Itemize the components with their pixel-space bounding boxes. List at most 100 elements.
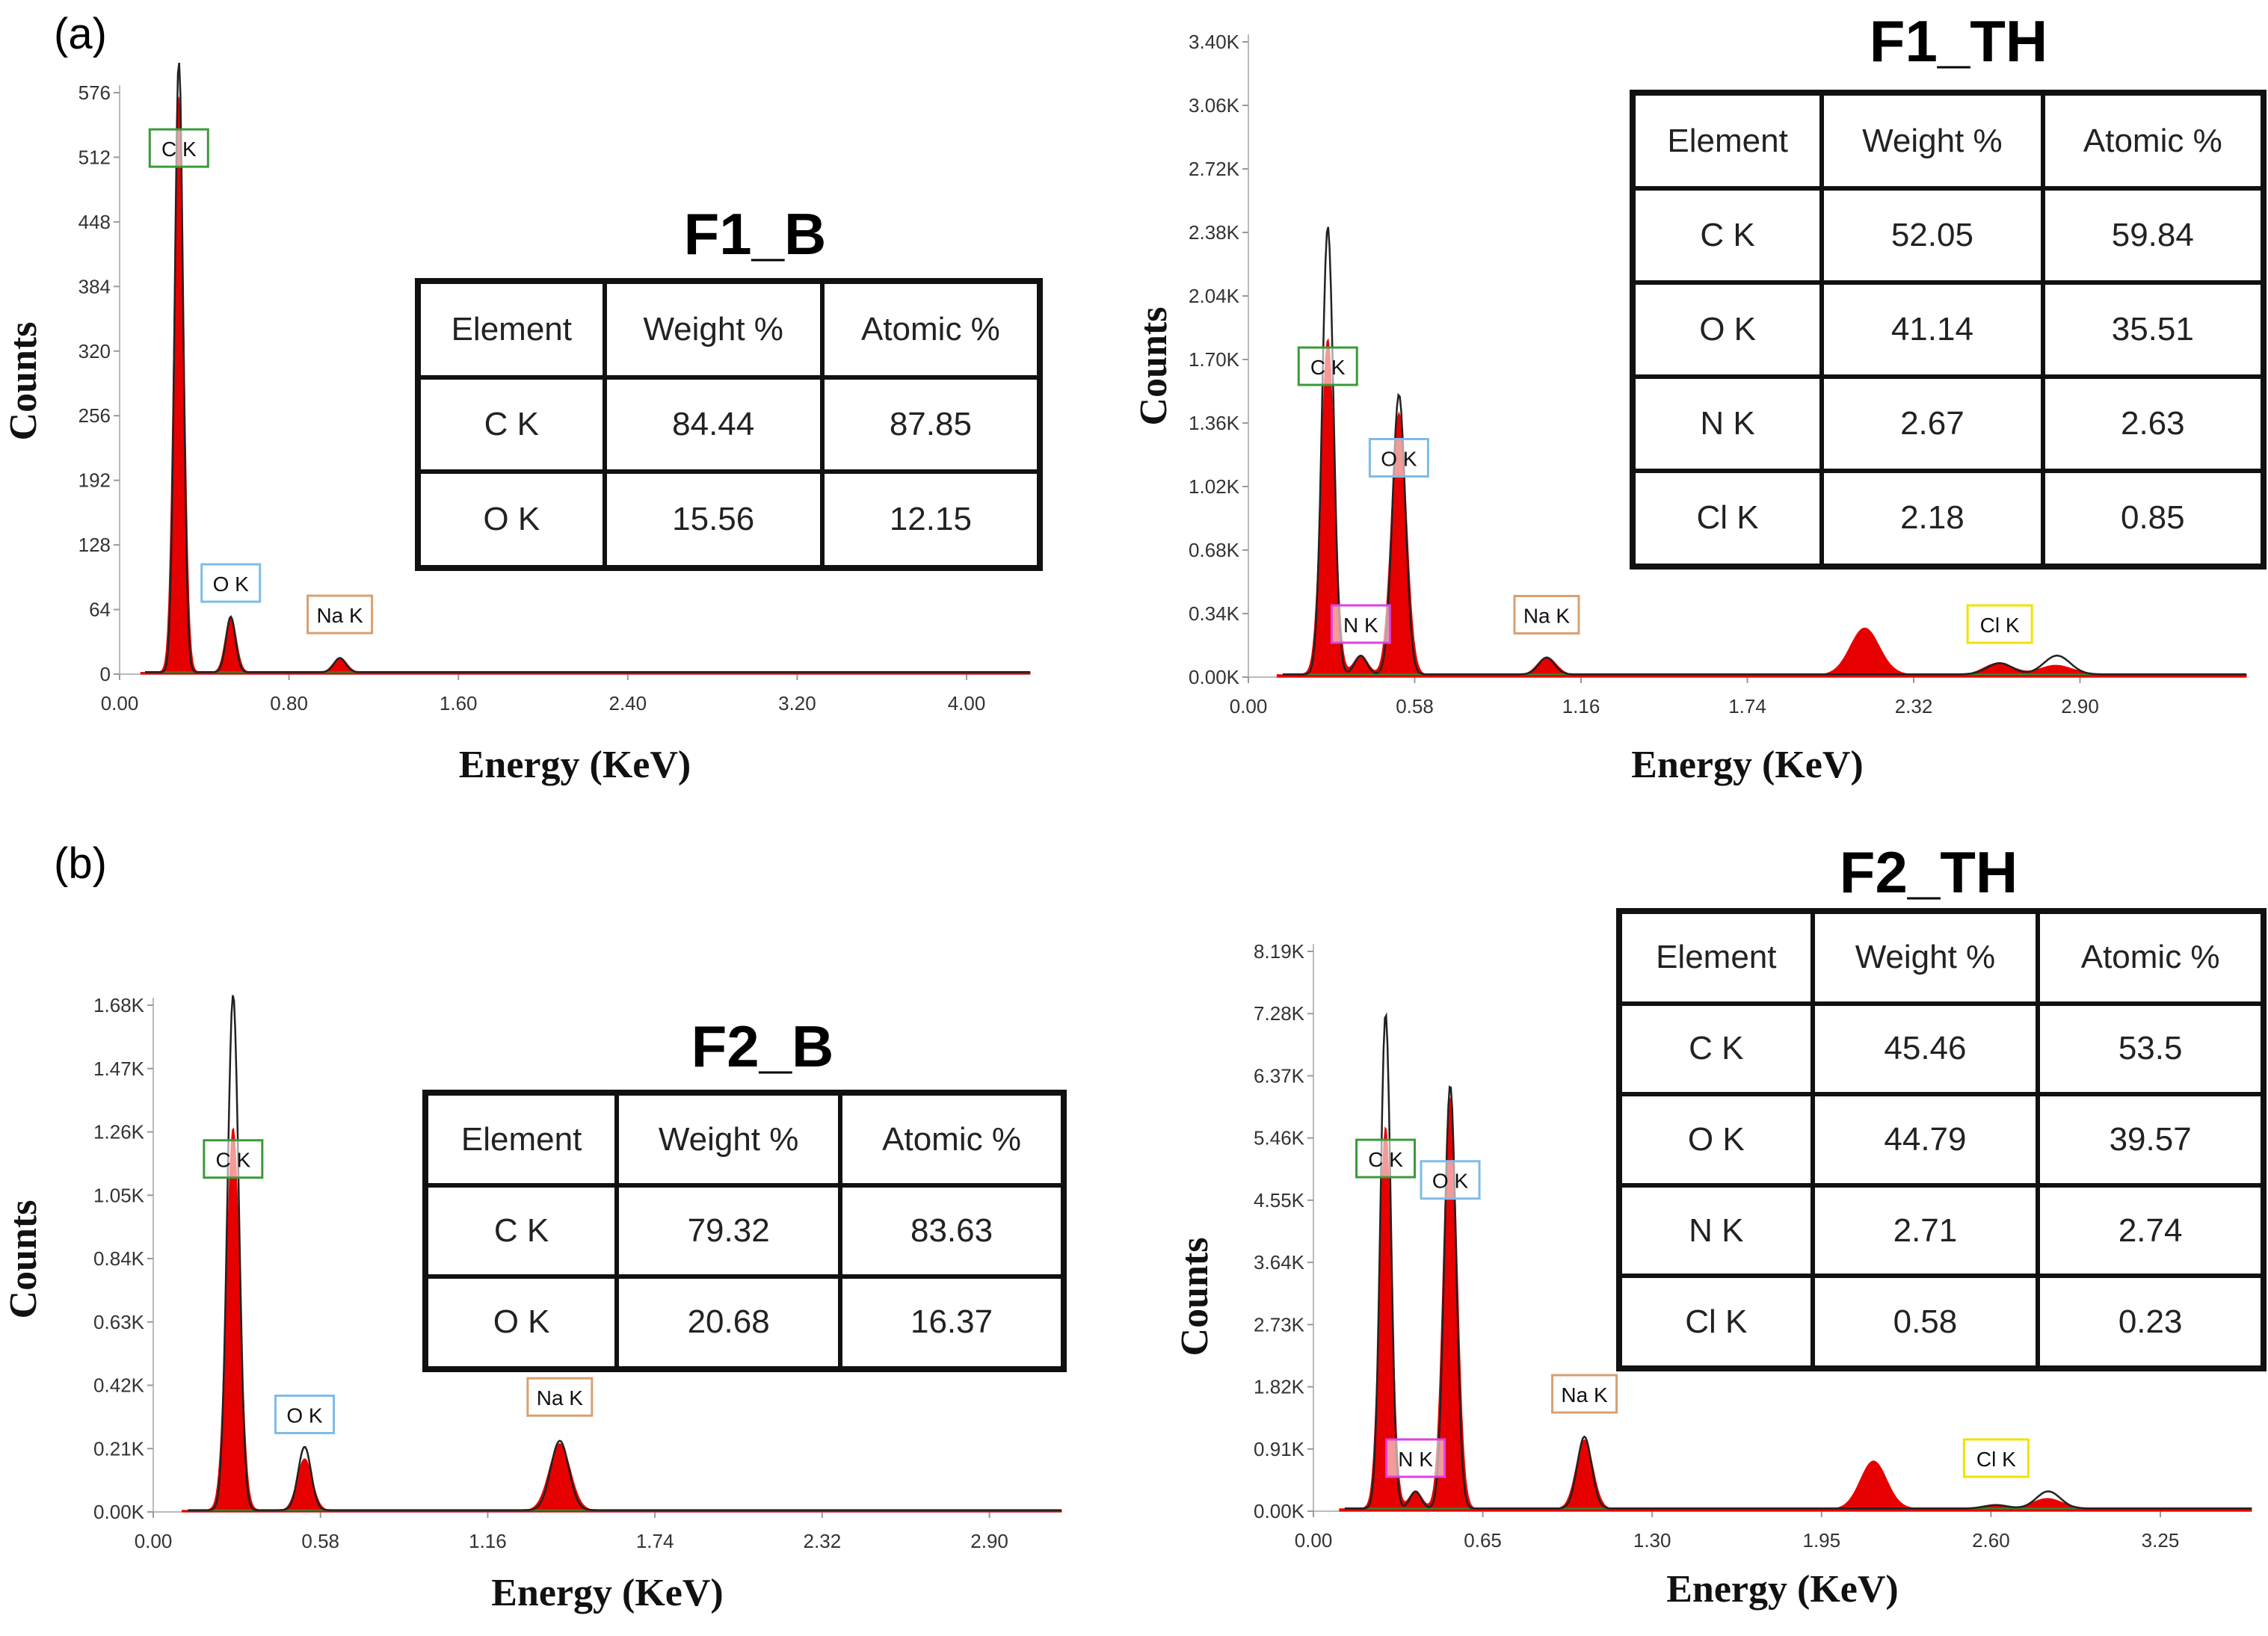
- panel-label-a: (a): [54, 10, 107, 58]
- x-tick-label: 0.00: [135, 1530, 173, 1552]
- composition-table-f2th: Element Weight % Atomic % C K 45.46 53.5 O K 44…: [1616, 908, 2267, 1371]
- y-tick-label: 1.05K: [93, 1184, 145, 1206]
- table-cell: 2.63: [2040, 374, 2267, 473]
- table-cell: 59.84: [2040, 186, 2267, 285]
- peak-label-text: C K: [1368, 1148, 1403, 1171]
- table-cell: 15.56: [602, 469, 825, 570]
- table-cell: 0.23: [2036, 1274, 2266, 1371]
- peak-label-box: [148, 128, 209, 168]
- peak-label-text: Na K: [316, 604, 363, 627]
- y-tick-label: 576: [78, 81, 111, 104]
- chart-f2b: 0.00K 0.21K 0.42K 0.63K 0.84K 1.05K 1.26K 1.47K…: [2, 994, 1062, 1614]
- x-tick-label: 2.60: [1972, 1529, 2010, 1552]
- table-cell: 0.85: [2040, 468, 2267, 569]
- table-row: Cl K 0.58 0.23: [1617, 1274, 2266, 1371]
- x-tick-label: 0.58: [301, 1530, 339, 1552]
- y-tick-label: 1.82K: [1254, 1376, 1305, 1398]
- y-tick-label: 3.06K: [1189, 94, 1240, 117]
- x-tick-label: 1.16: [469, 1530, 507, 1552]
- x-axis-title: Energy (KeV): [1666, 1568, 1898, 1611]
- y-tick-label: 6.37K: [1254, 1064, 1305, 1087]
- table-cell: Cl K: [1630, 468, 1825, 569]
- y-tick-label: 7.28K: [1254, 1002, 1305, 1025]
- peak-label-na: Na K: [306, 594, 374, 635]
- panel-label-b: (b): [54, 839, 107, 888]
- y-tick-label: 1.70K: [1189, 348, 1240, 371]
- peak-label-n: N K: [1385, 1438, 1446, 1478]
- table-cell: 20.68: [614, 1274, 843, 1372]
- table-header-cell: Weight %: [1810, 909, 2041, 1006]
- peak-label-box: [1551, 1374, 1618, 1414]
- peak-label-box: [200, 563, 262, 603]
- peak-label-o: O K: [200, 563, 262, 603]
- peak-label-text: Na K: [537, 1386, 584, 1410]
- table-header-cell: Atomic %: [2040, 90, 2267, 191]
- table-row: N K 2.67 2.63: [1630, 374, 2267, 473]
- y-tick-label: 1.36K: [1189, 412, 1240, 434]
- x-tick-label: 0.00: [1230, 695, 1268, 717]
- y-axis-title: Counts: [1174, 1238, 1216, 1356]
- peak-label-box: [203, 1139, 264, 1179]
- table-header-row: Element Weight % Atomic %: [1630, 90, 2267, 191]
- table-cell: O K: [1630, 280, 1825, 379]
- table-cell: 2.18: [1819, 468, 2045, 569]
- y-tick-label: 384: [78, 275, 111, 297]
- table-row: O K 44.79 39.57: [1617, 1092, 2266, 1188]
- peak-label-text: N K: [1343, 614, 1378, 637]
- y-tick-label: 0.00K: [93, 1501, 145, 1523]
- peak-label-text: O K: [213, 572, 250, 596]
- table-cell: 45.46: [1810, 1001, 2041, 1097]
- chart-f2th: 0.00K 0.91K 1.82K 2.73K 3.64K 4.55K 5.46K 6.37K…: [1174, 940, 2252, 1611]
- x-axis-title: Energy (KeV): [1631, 744, 1863, 786]
- peak-label-text: O K: [1432, 1170, 1469, 1193]
- x-tick-label: 1.74: [636, 1530, 674, 1552]
- table-cell: Cl K: [1617, 1274, 1815, 1371]
- table-header-row: Element Weight % Atomic %: [422, 1090, 1066, 1188]
- x-tick-label: 0.00: [1295, 1529, 1333, 1552]
- y-tick-label: 0: [100, 663, 111, 685]
- peak-label-c: C K: [1297, 346, 1358, 386]
- table-header-cell: Weight %: [602, 279, 825, 380]
- chart-f1th: 0.00K 0.34K 0.68K 1.02K 1.36K 1.70K 2.04K 2.38K…: [1134, 31, 2247, 786]
- y-tick-label: 0.63K: [93, 1311, 145, 1333]
- table-cell: 52.05: [1819, 186, 2045, 285]
- y-tick-label: 5.46K: [1254, 1127, 1305, 1149]
- y-tick-label: 0.42K: [93, 1374, 145, 1397]
- y-tick-label: 512: [78, 146, 111, 168]
- y-tick-label: 0.00K: [1254, 1500, 1305, 1522]
- chart-title-f2th: F2_TH: [1839, 839, 2018, 905]
- peak-label-o: O K: [1368, 438, 1429, 478]
- peak-label-box: [1420, 1160, 1481, 1200]
- x-tick-label: 2.90: [970, 1530, 1008, 1552]
- table-cell: 83.63: [838, 1183, 1066, 1279]
- table-header-row: Element Weight % Atomic %: [1617, 909, 2266, 1006]
- table-header-cell: Element: [1617, 909, 1815, 1006]
- peak-label-text: Cl K: [1976, 1448, 2016, 1471]
- chart-title-f2b: F2_B: [691, 1013, 834, 1079]
- x-tick-label: 0.58: [1396, 695, 1434, 717]
- y-tick-label: 0.21K: [93, 1437, 145, 1460]
- table-row: C K 79.32 83.63: [422, 1183, 1066, 1279]
- peak-label-text: O K: [286, 1404, 323, 1427]
- chart-title-f1b: F1_B: [683, 201, 827, 267]
- x-tick-label: 2.90: [2061, 695, 2099, 717]
- table-cell: 79.32: [614, 1183, 843, 1279]
- x-tick-label: 0.00: [101, 692, 139, 714]
- table-header-cell: Weight %: [1819, 90, 2045, 191]
- y-tick-label: 0.68K: [1189, 539, 1240, 561]
- peak-label-c: C K: [203, 1139, 264, 1179]
- y-tick-label: 192: [78, 469, 111, 492]
- y-tick-label: 4.55K: [1254, 1189, 1305, 1211]
- peak-label-text: C K: [215, 1149, 250, 1172]
- y-tick-label: 3.64K: [1254, 1251, 1305, 1274]
- x-tick-label: 0.80: [270, 692, 308, 714]
- table-cell: 41.14: [1819, 280, 2045, 379]
- fit-line: [1283, 226, 2246, 676]
- y-tick-label: 64: [89, 599, 111, 621]
- y-tick-label: 320: [78, 340, 111, 362]
- peak-label-c: C K: [148, 128, 209, 168]
- table-row: C K 52.05 59.84: [1630, 186, 2267, 285]
